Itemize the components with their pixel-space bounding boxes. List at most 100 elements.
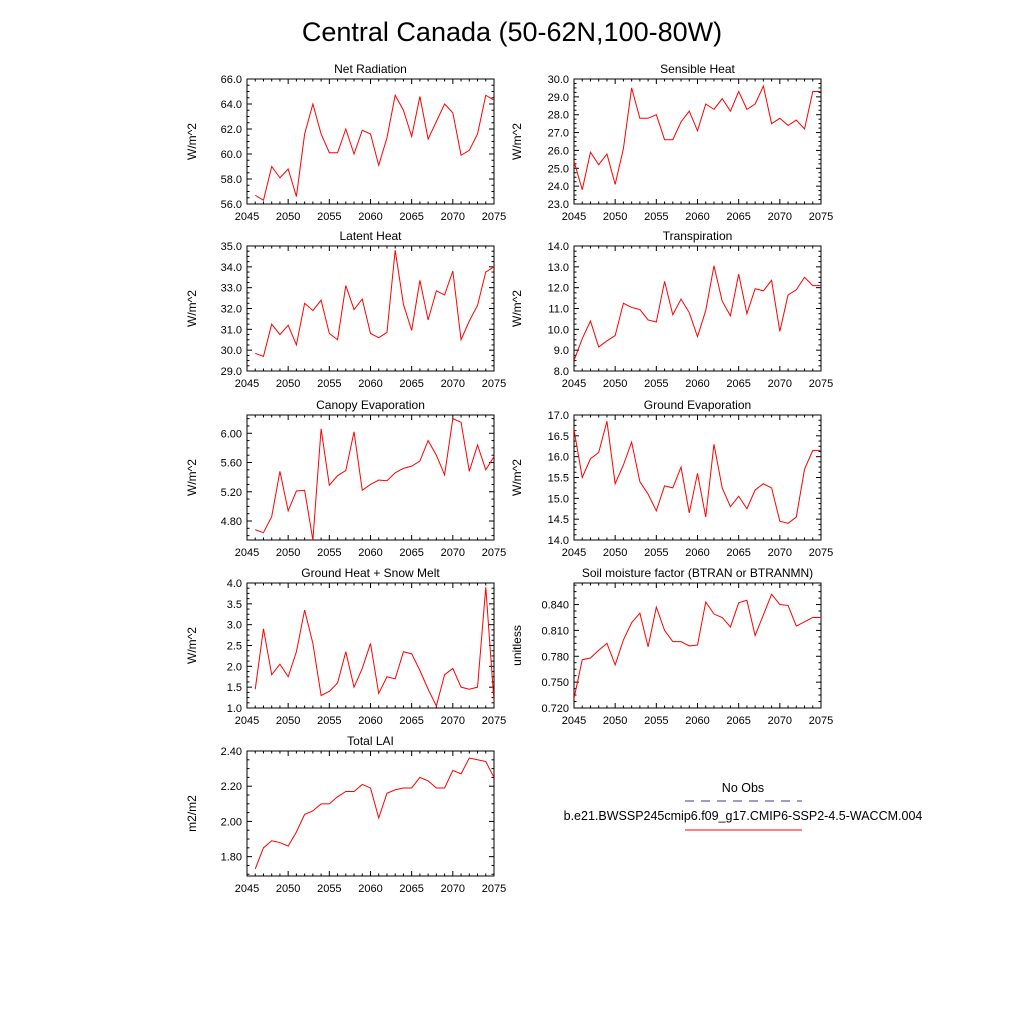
x-tick-label: 2050 xyxy=(276,378,300,390)
y-tick-label: 2.40 xyxy=(221,746,242,758)
y-tick-label: 9.0 xyxy=(554,345,569,357)
series-line xyxy=(254,587,494,708)
x-tick-label: 2075 xyxy=(809,378,833,390)
x-tick-label: 2055 xyxy=(317,547,341,559)
x-tick-label: 2070 xyxy=(441,211,465,223)
y-tick-label: 2.00 xyxy=(221,816,242,828)
x-tick-label: 2070 xyxy=(768,211,792,223)
y-tick-label: 26.0 xyxy=(548,145,569,157)
y-tick-label: 5.20 xyxy=(221,487,242,499)
x-tick-label: 2050 xyxy=(276,211,300,223)
x-tick-label: 2065 xyxy=(399,211,423,223)
y-tick-label: 0.720 xyxy=(541,703,569,715)
y-tick-label: 29.0 xyxy=(548,92,569,104)
x-tick-label: 2070 xyxy=(768,715,792,727)
x-tick-label: 2060 xyxy=(685,547,709,559)
y-axis-label: W/m^2 xyxy=(185,627,199,664)
y-tick-label: 0.780 xyxy=(541,651,569,663)
y-tick-label: 14.0 xyxy=(548,535,569,547)
chart-title: Canopy Evaporation xyxy=(316,398,425,412)
x-tick-label: 2075 xyxy=(482,211,506,223)
x-tick-label: 2060 xyxy=(685,378,709,390)
x-tick-label: 2050 xyxy=(603,547,627,559)
y-tick-label: 66.0 xyxy=(221,74,242,86)
x-tick-label: 2055 xyxy=(317,378,341,390)
y-tick-label: 35.0 xyxy=(221,241,242,253)
series-line xyxy=(255,417,494,540)
y-tick-label: 31.0 xyxy=(221,324,242,336)
series-line xyxy=(254,757,494,870)
y-axis-label: W/m^2 xyxy=(185,459,199,496)
x-tick-label: 2045 xyxy=(235,715,259,727)
x-tick-label: 2060 xyxy=(685,211,709,223)
y-axis-label: m2/m2 xyxy=(185,795,199,832)
x-tick-label: 2065 xyxy=(726,378,750,390)
series-line xyxy=(254,93,494,202)
x-tick-label: 2070 xyxy=(441,378,465,390)
y-tick-label: 3.0 xyxy=(227,620,242,632)
chart-ground-heat-snow-melt: Ground Heat + Snow Melt W/m^2 2045 2050 2055… xyxy=(185,566,506,727)
y-axis-label: W/m^2 xyxy=(185,123,199,160)
y-tick-label: 4.0 xyxy=(227,578,242,590)
y-tick-label: 14.5 xyxy=(548,514,569,526)
chart-title: Ground Evaporation xyxy=(644,398,751,412)
y-tick-label: 30.0 xyxy=(221,345,242,357)
y-tick-label: 14.0 xyxy=(548,241,569,253)
x-tick-label: 2055 xyxy=(644,378,668,390)
y-tick-label: 12.0 xyxy=(548,283,569,295)
x-tick-label: 2045 xyxy=(235,547,259,559)
x-tick-label: 2065 xyxy=(399,378,423,390)
y-tick-label: 10.0 xyxy=(548,324,569,336)
y-tick-label: 16.5 xyxy=(548,431,569,443)
y-axis-label: unitless xyxy=(510,625,524,666)
x-tick-label: 2050 xyxy=(276,715,300,727)
y-tick-label: 1.5 xyxy=(227,682,242,694)
x-tick-label: 2055 xyxy=(317,883,341,895)
x-tick-label: 2045 xyxy=(235,211,259,223)
x-tick-label: 2045 xyxy=(235,883,259,895)
y-tick-label: 1.80 xyxy=(221,852,242,864)
x-tick-label: 2060 xyxy=(358,378,382,390)
y-axis-label: W/m^2 xyxy=(510,459,524,496)
x-tick-label: 2060 xyxy=(358,547,382,559)
series-line xyxy=(574,593,821,699)
x-tick-label: 2075 xyxy=(482,715,506,727)
x-tick-label: 2055 xyxy=(644,715,668,727)
x-tick-label: 2050 xyxy=(276,547,300,559)
x-tick-label: 2045 xyxy=(562,547,586,559)
y-tick-label: 15.0 xyxy=(548,493,569,505)
x-tick-label: 2075 xyxy=(809,211,833,223)
legend-obs-label: No Obs xyxy=(722,781,764,795)
y-tick-label: 30.0 xyxy=(548,74,569,86)
y-tick-label: 56.0 xyxy=(221,199,242,211)
y-tick-label: 58.0 xyxy=(221,174,242,186)
chart-canopy-evaporation: Canopy Evaporation W/m^2 2045 2050 2055 2060 2… xyxy=(185,398,506,559)
y-tick-label: 0.750 xyxy=(541,677,569,689)
y-tick-label: 28.0 xyxy=(548,110,569,122)
y-tick-label: 29.0 xyxy=(221,366,242,378)
y-tick-label: 0.810 xyxy=(541,625,569,637)
x-tick-label: 2070 xyxy=(441,715,465,727)
x-tick-label: 2050 xyxy=(603,715,627,727)
figure-title: Central Canada (50-62N,100-80W) xyxy=(302,17,722,47)
x-tick-label: 2075 xyxy=(809,547,833,559)
x-tick-label: 2065 xyxy=(726,211,750,223)
x-tick-label: 2045 xyxy=(235,378,259,390)
x-tick-label: 2070 xyxy=(441,547,465,559)
chart-sensible-heat: Sensible Heat W/m^2 2045 2050 2055 2060 2065 20… xyxy=(510,62,833,223)
x-tick-label: 2045 xyxy=(562,378,586,390)
y-axis-label: W/m^2 xyxy=(185,290,199,327)
y-tick-label: 64.0 xyxy=(221,99,242,111)
x-tick-label: 2065 xyxy=(399,883,423,895)
x-tick-label: 2045 xyxy=(562,211,586,223)
chart-title: Total LAI xyxy=(347,734,394,748)
series-line xyxy=(574,84,821,190)
y-tick-label: 2.0 xyxy=(227,661,242,673)
y-tick-label: 32.0 xyxy=(221,304,242,316)
legend-model-label: b.e21.BWSSP245cmip6.f09_g17.CMIP6-SSP2-4… xyxy=(564,809,923,823)
x-tick-label: 2055 xyxy=(644,211,668,223)
y-tick-label: 16.0 xyxy=(548,452,569,464)
y-tick-label: 24.0 xyxy=(548,181,569,193)
y-tick-label: 62.0 xyxy=(221,124,242,136)
y-tick-label: 23.0 xyxy=(548,199,569,211)
